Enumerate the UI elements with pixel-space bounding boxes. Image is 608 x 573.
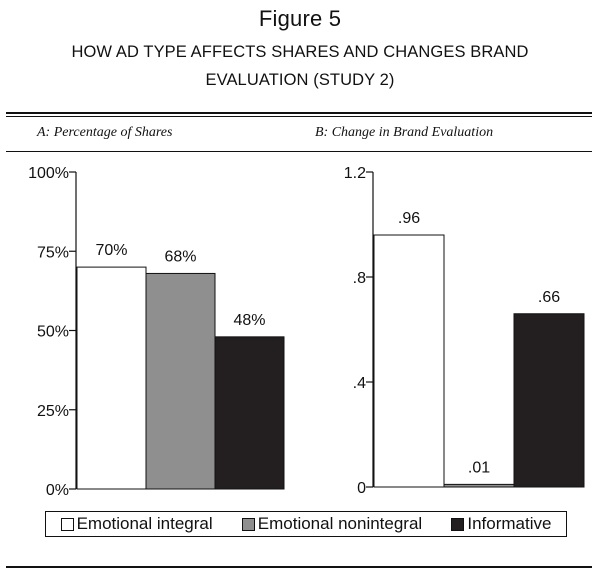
panel-b-bar [443, 483, 515, 488]
legend-item-emotional-nonintegral: Emotional nonintegral [241, 514, 423, 534]
legend-label-emotional-integral: Emotional integral [76, 514, 213, 533]
top-rule-thick [6, 112, 592, 114]
bottom-rule [6, 566, 592, 568]
panel-a-data-label: 68% [164, 248, 196, 265]
panel-b-y-tick-label: .4 [353, 375, 366, 392]
panel-a-heading: A: Percentage of Shares [37, 125, 173, 140]
panel-a-data-label: 70% [95, 242, 127, 259]
panel-a-bar [145, 272, 216, 490]
heading-rule [6, 151, 592, 152]
panel-a-y-tick-label: 50% [37, 324, 69, 341]
panel-b-heading: B: Change in Brand Evaluation [315, 125, 494, 140]
legend-swatch-informative [451, 517, 465, 531]
panel-a-data-label: 48% [233, 312, 265, 329]
panel-b-bar [513, 313, 585, 488]
panel-b-bar [373, 234, 445, 488]
panel-b-y-tick-label: 1.2 [344, 165, 366, 182]
top-rule-thin [6, 116, 592, 117]
figure-subtitle: HOW AD TYPE AFFECTS SHARES AND CHANGES B… [71, 43, 529, 89]
panel-a-y-tick-label: 75% [37, 244, 69, 261]
legend-item-informative: Informative [451, 514, 551, 534]
legend-swatch-emotional-integral [60, 517, 74, 531]
panel-a-bar [214, 336, 285, 490]
panel-a-bar [76, 266, 147, 490]
legend-swatch-emotional-nonintegral [241, 517, 255, 531]
panel-a-y-tick-label: 0% [46, 482, 69, 499]
figure-title: Figure 5 [258, 6, 342, 31]
panel-b-y-tick-label: 0 [357, 480, 366, 497]
legend-item-emotional-integral: Emotional integral [60, 514, 213, 534]
panel-a-y-tick-label: 25% [37, 403, 69, 420]
panel-b-data-label: .66 [538, 289, 560, 306]
panel-a-y-tick-label: 100% [28, 165, 69, 182]
panel-b-data-label: .96 [398, 210, 420, 227]
panel-b-data-label: .01 [468, 459, 490, 476]
legend-label-informative: Informative [467, 514, 552, 533]
legend-label-emotional-nonintegral: Emotional nonintegral [257, 514, 423, 533]
legend: Emotional integral Emotional nonintegral… [45, 511, 567, 537]
panel-b-y-tick-label: .8 [353, 270, 366, 287]
